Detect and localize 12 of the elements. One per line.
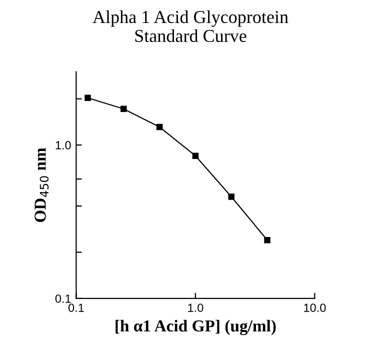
point [264,236,270,244]
x-tick-label: 0.1 [68,304,84,312]
point [228,194,234,200]
point [156,124,163,130]
x-tick-label: 1.0 [188,304,204,312]
point [192,152,199,159]
y-axis-title: OD$_{450}$ nm [34,148,49,222]
x-axis-title: [h α1 Acid GP] (ug/ml) [116,320,276,336]
point [120,106,127,112]
x-tick-label: 10.0 [304,304,326,312]
chart-title: Alpha 1 Acid Glycoprotein Standard Curve [92,10,288,42]
point [84,94,91,101]
